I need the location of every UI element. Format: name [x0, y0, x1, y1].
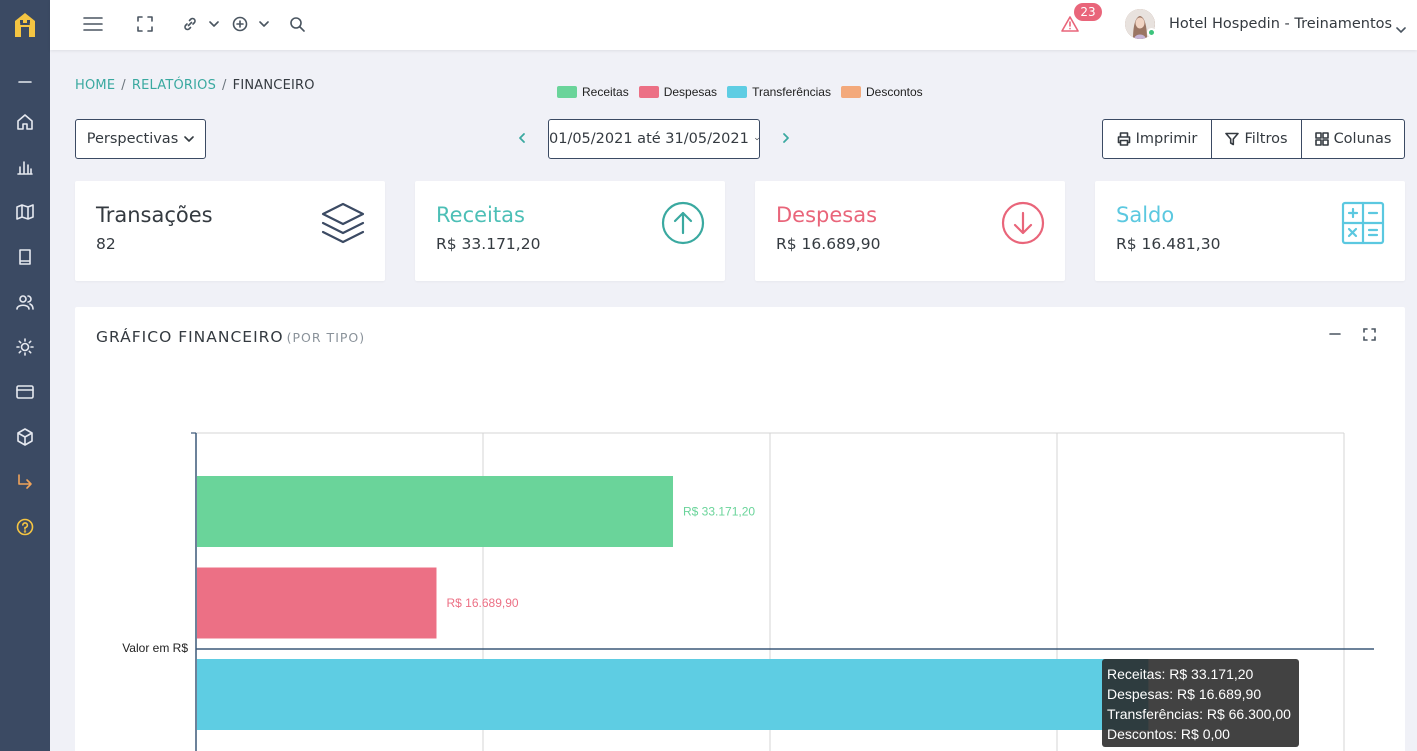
card-value: R$ 16.689,90 [776, 235, 881, 253]
help-icon[interactable] [0, 509, 50, 545]
legend-swatch [638, 86, 659, 98]
breadcrumb-separator: / [222, 78, 227, 93]
minimize-icon[interactable] [1326, 325, 1344, 343]
chart-legend: Receitas Despesas Transferências Descontos [557, 85, 933, 99]
perspectives-dropdown[interactable]: Perspectivas [75, 119, 206, 159]
balance-card: Saldo R$ 16.481,30 [1095, 181, 1405, 281]
print-label: Imprimir [1135, 131, 1198, 147]
tooltip-line: Descontos: R$ 0,00 [1107, 726, 1230, 742]
expenses-card: Despesas R$ 16.689,90 [755, 181, 1065, 281]
card-title: Despesas [776, 203, 878, 227]
corner-arrow-icon[interactable] [0, 464, 50, 500]
card-title: Saldo [1116, 203, 1175, 227]
next-period-arrow[interactable] [778, 130, 794, 146]
printer-icon [1117, 132, 1130, 146]
card-title: Transações [96, 203, 213, 227]
filters-label: Filtros [1244, 131, 1288, 147]
breadcrumb-reports[interactable]: RELATÓRIOS [131, 78, 217, 93]
card-value: R$ 33.171,20 [436, 235, 541, 253]
legend-label: Transferências [752, 85, 831, 99]
link-icon[interactable] [182, 12, 198, 36]
date-range-picker[interactable]: 01/05/2021 até 31/05/2021 [548, 119, 760, 159]
filter-icon [1225, 132, 1240, 146]
logo-icon[interactable] [0, 0, 50, 50]
home-icon[interactable] [0, 104, 50, 140]
hotel-name[interactable]: Hotel Hospedin - Treinamentos [1169, 16, 1393, 32]
chevron-down-icon[interactable] [259, 12, 269, 36]
legend-swatch [840, 86, 861, 98]
bar-chart-icon[interactable] [0, 149, 50, 185]
filters-button[interactable]: Filtros [1212, 120, 1302, 158]
grid-icon [1314, 132, 1329, 146]
breadcrumb-home[interactable]: HOME [75, 78, 116, 93]
chevron-down-icon [184, 136, 195, 142]
credit-card-icon[interactable] [0, 374, 50, 410]
bar-receitas [197, 476, 674, 547]
map-icon[interactable] [0, 194, 50, 230]
card-value: 82 [96, 235, 116, 253]
legend-item[interactable]: Descontos [840, 85, 923, 99]
legend-swatch [557, 86, 577, 98]
income-card: Receitas R$ 33.171,20 [415, 181, 725, 281]
actions-button-group: Imprimir Filtros Colunas [1102, 119, 1405, 159]
card-value: R$ 16.481,30 [1116, 235, 1221, 253]
add-circle-icon[interactable] [232, 12, 248, 36]
layers-icon [321, 201, 365, 245]
search-icon[interactable] [289, 12, 305, 36]
alert-icon[interactable] [1061, 12, 1079, 36]
card-title: Receitas [436, 203, 525, 227]
transactions-card: Transações 82 [75, 181, 385, 281]
users-icon[interactable] [0, 284, 50, 320]
print-button[interactable]: Imprimir [1103, 120, 1212, 158]
chevron-down-icon [754, 137, 759, 141]
bar-despesas [197, 567, 437, 639]
chevron-down-icon[interactable] [209, 12, 219, 36]
chart-tooltip: Receitas: R$ 33.171,20 Despesas: R$ 16.68… [1102, 659, 1299, 747]
date-range-value: 01/05/2021 até 31/05/2021 [549, 131, 749, 147]
bar-transferências [197, 659, 1149, 730]
sidebar [0, 0, 50, 751]
panel-subtitle: (POR TIPO) [286, 330, 366, 345]
fullscreen-icon[interactable] [137, 12, 153, 36]
tooltip-line: Despesas: R$ 16.689,90 [1107, 686, 1262, 702]
columns-button[interactable]: Colunas [1302, 120, 1404, 158]
panel-title: GRÁFICO FINANCEIRO (POR TIPO) [96, 328, 365, 346]
breadcrumb-current: FINANCEIRO [232, 78, 315, 93]
box-icon[interactable] [0, 419, 50, 455]
legend-label: Despesas [663, 85, 718, 99]
perspectives-label: Perspectivas [86, 131, 179, 147]
legend-label: Descontos [865, 85, 923, 99]
book-icon[interactable] [0, 239, 50, 275]
legend-item[interactable]: Receitas [557, 85, 629, 99]
menu-icon[interactable] [83, 12, 103, 36]
legend-item[interactable]: Despesas [638, 85, 718, 99]
arrow-down-circle-icon [1001, 201, 1045, 245]
tooltip-line: Transferências: R$ 66.300,00 [1107, 706, 1291, 722]
legend-label: Receitas [582, 85, 629, 99]
data-label: R$ 33.171,20 [683, 505, 755, 519]
sun-icon[interactable] [0, 329, 50, 365]
y-axis-label: Valor em R$ [122, 641, 188, 655]
online-status-dot [1147, 28, 1156, 37]
tooltip-line: Receitas: R$ 33.171,20 [1107, 666, 1254, 682]
legend-swatch [727, 86, 748, 98]
arrow-up-circle-icon [661, 201, 705, 245]
previous-period-arrow[interactable] [514, 130, 530, 146]
panel-title-text: GRÁFICO FINANCEIRO [96, 328, 284, 346]
topbar [50, 0, 1417, 50]
breadcrumb: HOME / RELATÓRIOS / FINANCEIRO [75, 78, 315, 93]
chevron-down-icon[interactable] [1396, 19, 1406, 38]
calculator-icon [1341, 201, 1385, 245]
collapse-icon[interactable] [0, 64, 50, 100]
columns-label: Colunas [1333, 131, 1392, 147]
breadcrumb-separator: / [121, 78, 126, 93]
alert-badge: 23 [1074, 3, 1102, 21]
expand-icon[interactable] [1360, 325, 1378, 343]
data-label: R$ 16.689,90 [447, 596, 519, 610]
legend-item[interactable]: Transferências [727, 85, 831, 99]
